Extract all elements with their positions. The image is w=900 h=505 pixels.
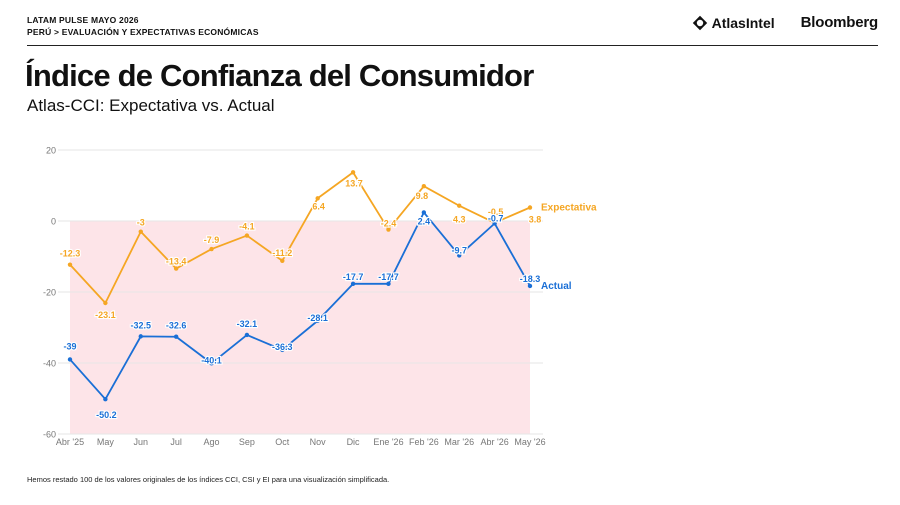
page-subtitle: Atlas-CCI: Expectativa vs. Actual: [27, 96, 275, 115]
data-label: 4.3: [453, 215, 466, 225]
series-line-actual: [69, 211, 531, 401]
report-name: LATAM PULSE MAYO 2026: [27, 15, 139, 25]
data-label: -17.7: [343, 272, 364, 282]
data-point: [103, 300, 108, 306]
data-label: -12.3: [60, 249, 81, 259]
data-label: -17.7: [378, 272, 399, 282]
y-tick-label: -40: [43, 359, 56, 369]
data-point: [103, 397, 108, 402]
y-tick-label: -20: [43, 288, 56, 298]
data-label: -0.7: [488, 213, 504, 223]
data-point: [67, 357, 73, 362]
header-kicker: LATAM PULSE MAYO 2026 PERÚ > EVALUACIÓN …: [27, 14, 259, 38]
data-point: [527, 283, 533, 289]
data-label: 6.4: [312, 201, 325, 211]
data-label: -0.5: [488, 207, 504, 217]
data-label: -28.1: [307, 313, 328, 323]
x-tick-label: Nov: [310, 437, 327, 447]
data-label: -40.1: [201, 355, 222, 365]
series-label-expectativa: Expectativa: [541, 203, 597, 214]
data-label: -32.5: [131, 320, 152, 330]
data-label: -3: [137, 218, 145, 228]
atlasintel-mark-icon: [692, 15, 707, 30]
data-point: [386, 227, 391, 232]
series-line-expectativa: [69, 171, 531, 304]
x-tick-label: Jun: [134, 437, 149, 447]
page-title: Índice de Confianza del Consumidor: [25, 58, 534, 93]
x-tick-label: Ene '26: [373, 437, 403, 447]
x-tick-label: Ago: [204, 437, 220, 447]
bloomberg-logo: Bloomberg: [800, 14, 879, 31]
data-point: [280, 347, 285, 353]
data-point: [527, 205, 533, 210]
x-tick-label: Feb '26: [409, 437, 439, 447]
x-tick-label: Abr '26: [480, 437, 508, 447]
data-point: [457, 203, 462, 208]
y-tick-label: 0: [51, 217, 56, 227]
data-point: [138, 229, 143, 234]
data-label: -11.2: [272, 248, 292, 258]
x-tick-label: Jul: [170, 437, 182, 447]
data-label: 13.7: [345, 178, 363, 188]
data-point: [350, 170, 356, 175]
atlasintel-wordmark: AtlasIntel: [711, 14, 775, 31]
data-point: [315, 318, 320, 323]
data-label: 2.4: [418, 216, 431, 226]
x-tick-label: Sep: [239, 437, 255, 447]
breadcrumb: PERÚ > EVALUACIÓN Y EXPECTATIVAS ECONÓMI…: [27, 27, 259, 37]
y-tick-label: 20: [46, 146, 56, 156]
data-point: [492, 221, 497, 226]
y-tick-label: -60: [43, 430, 56, 440]
data-label: 3.8: [529, 215, 542, 225]
x-tick-label: Abr '25: [56, 437, 84, 447]
data-point: [244, 332, 250, 338]
data-point: [209, 361, 214, 366]
data-point: [173, 266, 179, 271]
data-point: [457, 253, 462, 258]
footnote: Hemos restado 100 de los valores origina…: [27, 475, 390, 484]
data-label: -7.9: [204, 235, 220, 245]
data-label: -50.2: [96, 410, 117, 420]
data-point: [173, 334, 179, 339]
data-label: -13.4: [166, 257, 187, 267]
data-label: -2.4: [381, 219, 397, 229]
data-label: -32.6: [166, 321, 187, 331]
x-tick-label: Oct: [275, 437, 290, 447]
negative-region-band: [70, 221, 530, 434]
data-label: -18.3: [520, 274, 541, 284]
data-point: [421, 210, 427, 215]
header-divider: [27, 45, 878, 46]
x-tick-label: Mar '26: [444, 437, 474, 447]
x-tick-label: Dic: [347, 437, 360, 447]
data-point: [244, 233, 250, 238]
data-label: -39: [63, 341, 76, 351]
data-label: -36.3: [272, 342, 293, 352]
data-point: [350, 281, 356, 287]
data-point: [280, 258, 285, 263]
series-label-actual: Actual: [541, 281, 572, 292]
data-label: -9.7: [451, 245, 467, 255]
data-point: [67, 262, 73, 267]
x-tick-label: May '26: [514, 437, 545, 447]
logo-bar: AtlasIntel Bloomberg: [692, 14, 878, 31]
data-point: [386, 281, 391, 287]
data-label: -32.1: [237, 319, 258, 329]
data-point: [421, 184, 427, 189]
data-point: [138, 334, 143, 339]
data-label: 9.8: [416, 191, 429, 201]
x-tick-label: May: [97, 437, 115, 447]
data-label: -23.1: [95, 310, 116, 320]
data-point: [209, 246, 214, 252]
data-label: -4.1: [239, 222, 255, 232]
data-point: [315, 196, 320, 201]
atlasintel-logo: AtlasIntel: [692, 15, 775, 31]
